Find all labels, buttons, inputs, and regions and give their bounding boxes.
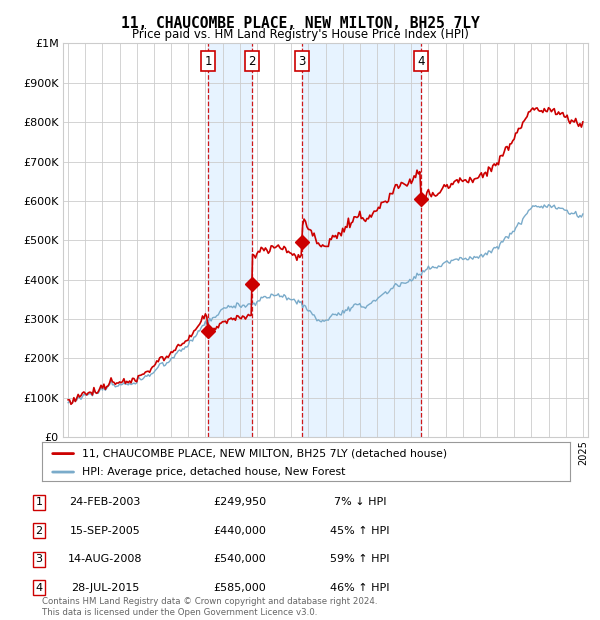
- Text: 4: 4: [418, 55, 425, 68]
- Text: 2: 2: [35, 526, 43, 536]
- Text: 15-SEP-2005: 15-SEP-2005: [70, 526, 140, 536]
- Text: Contains HM Land Registry data © Crown copyright and database right 2024.
This d: Contains HM Land Registry data © Crown c…: [42, 598, 377, 617]
- Text: 59% ↑ HPI: 59% ↑ HPI: [330, 554, 390, 564]
- Text: 11, CHAUCOMBE PLACE, NEW MILTON, BH25 7LY: 11, CHAUCOMBE PLACE, NEW MILTON, BH25 7L…: [121, 16, 479, 30]
- Bar: [302, 43, 421, 437]
- Text: 46% ↑ HPI: 46% ↑ HPI: [330, 583, 390, 593]
- Bar: [208, 43, 252, 437]
- Text: 2: 2: [248, 55, 256, 68]
- Text: 28-JUL-2015: 28-JUL-2015: [71, 583, 139, 593]
- Text: £540,000: £540,000: [214, 554, 266, 564]
- Text: HPI: Average price, detached house, New Forest: HPI: Average price, detached house, New …: [82, 467, 345, 477]
- Text: 14-AUG-2008: 14-AUG-2008: [68, 554, 142, 564]
- Text: 1: 1: [35, 497, 43, 507]
- Text: 7% ↓ HPI: 7% ↓ HPI: [334, 497, 386, 507]
- Text: £440,000: £440,000: [214, 526, 266, 536]
- Text: 1: 1: [204, 55, 212, 68]
- Text: 24-FEB-2003: 24-FEB-2003: [70, 497, 140, 507]
- Text: 45% ↑ HPI: 45% ↑ HPI: [330, 526, 390, 536]
- Text: 11, CHAUCOMBE PLACE, NEW MILTON, BH25 7LY (detached house): 11, CHAUCOMBE PLACE, NEW MILTON, BH25 7L…: [82, 449, 447, 459]
- Text: £585,000: £585,000: [214, 583, 266, 593]
- Text: Price paid vs. HM Land Registry's House Price Index (HPI): Price paid vs. HM Land Registry's House …: [131, 28, 469, 41]
- Text: 3: 3: [298, 55, 305, 68]
- Text: 3: 3: [35, 554, 43, 564]
- Text: £249,950: £249,950: [214, 497, 266, 507]
- Text: 4: 4: [35, 583, 43, 593]
